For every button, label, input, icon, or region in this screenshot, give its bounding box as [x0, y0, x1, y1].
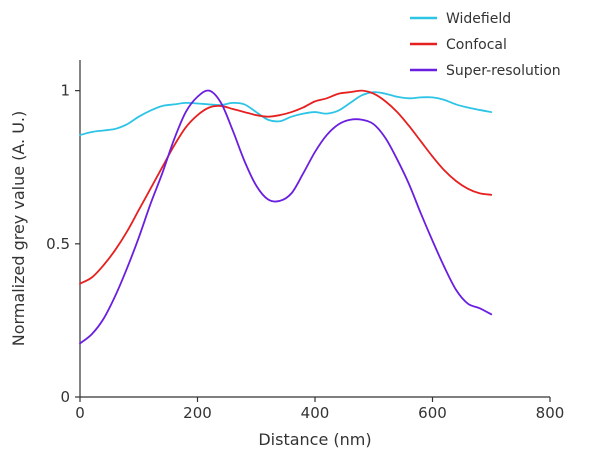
y-tick-label: 0 — [60, 388, 70, 406]
y-axis-label: Normalized grey value (A. U.) — [9, 111, 28, 347]
x-tick-label: 600 — [418, 404, 447, 422]
legend: Widefield Confocal Super-resolution — [410, 11, 561, 79]
y-tick-label: 1 — [60, 82, 70, 100]
legend-item-super-resolution: Super-resolution — [410, 63, 561, 79]
legend-label: Confocal — [446, 37, 507, 53]
series-line-confocal — [79, 89, 493, 285]
y-tick-label: 0.5 — [46, 235, 70, 253]
axes: 0 200 400 600 800 00.51 — [46, 60, 564, 422]
series-line-widefield — [79, 91, 493, 136]
legend-label: Widefield — [446, 11, 511, 27]
x-axis-label: Distance (nm) — [258, 430, 371, 449]
legend-label: Super-resolution — [446, 63, 561, 79]
series-line-super-resolution — [79, 89, 493, 345]
x-ticks: 0 200 400 600 800 — [75, 397, 564, 422]
x-tick-label: 0 — [75, 404, 85, 422]
x-tick-label: 200 — [183, 404, 212, 422]
legend-item-confocal: Confocal — [410, 37, 507, 53]
x-tick-label: 800 — [536, 404, 565, 422]
series-group — [79, 89, 493, 345]
legend-item-widefield: Widefield — [410, 11, 511, 27]
y-ticks: 00.51 — [46, 82, 80, 406]
x-tick-label: 400 — [301, 404, 330, 422]
